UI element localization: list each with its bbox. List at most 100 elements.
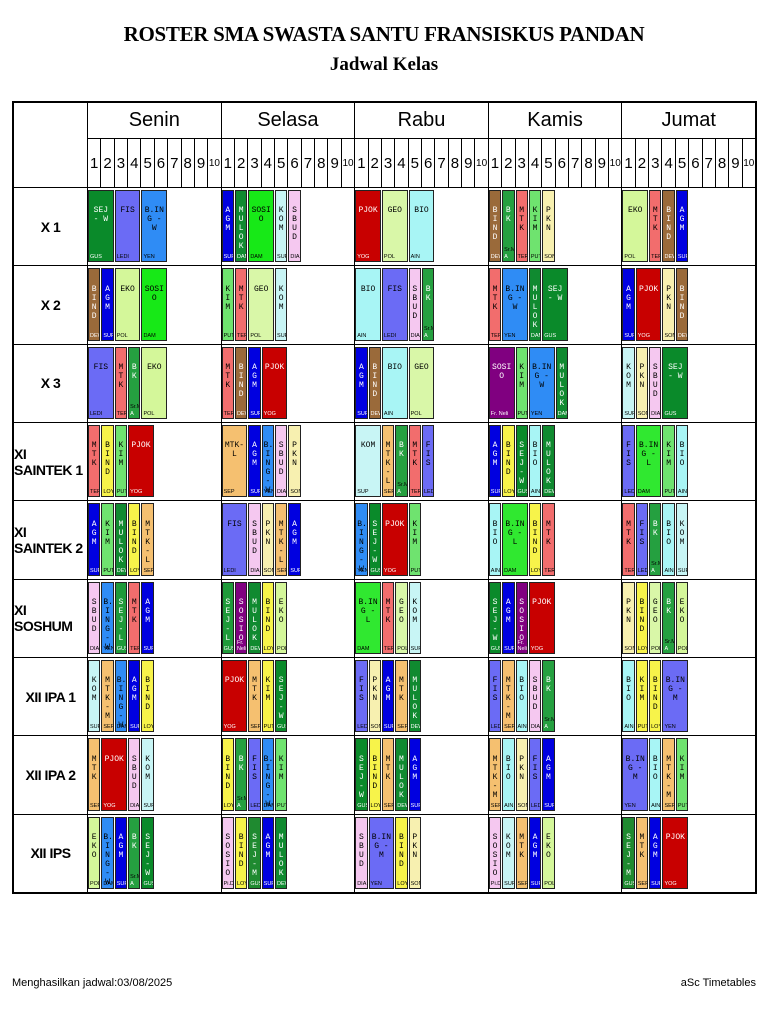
lesson-cell[interactable]: B.ING - W YEN bbox=[261, 425, 275, 498]
lesson-cell[interactable]: MTK-M SEP bbox=[662, 738, 675, 811]
lesson-cell[interactable]: BIND LOY bbox=[221, 738, 234, 811]
lesson-cell[interactable]: MTK TER bbox=[649, 190, 662, 263]
lesson-cell[interactable]: KOM SUP bbox=[622, 346, 635, 419]
lesson-cell[interactable]: MTK-L SEP bbox=[275, 503, 288, 576]
lesson-cell[interactable]: MTK TER bbox=[234, 268, 248, 341]
lesson-cell[interactable]: KOM SUP bbox=[141, 738, 154, 811]
lesson-cell[interactable]: PJOK YOG bbox=[635, 268, 662, 341]
lesson-cell[interactable]: AGM SUP bbox=[221, 190, 234, 263]
lesson-cell[interactable]: BK Sr.M A bbox=[502, 190, 515, 263]
lesson-cell[interactable]: MULOKDEW bbox=[114, 503, 128, 576]
lesson-cell[interactable]: B.ING - W YEN bbox=[355, 503, 368, 576]
lesson-cell[interactable]: MTK TER bbox=[488, 268, 502, 341]
lesson-cell[interactable]: MULOKDEW bbox=[248, 581, 261, 654]
lesson-cell[interactable]: SBUD DIA bbox=[248, 503, 261, 576]
lesson-cell[interactable]: BIO AIN bbox=[488, 503, 502, 576]
lesson-cell[interactable]: PKN SON bbox=[622, 581, 635, 654]
lesson-cell[interactable]: BK Sr.M A bbox=[422, 268, 435, 341]
lesson-cell[interactable]: MTK SEP bbox=[395, 660, 408, 733]
lesson-cell[interactable]: SBUD DIA bbox=[528, 660, 542, 733]
lesson-cell[interactable]: B.ING - WDAM bbox=[101, 816, 114, 889]
lesson-cell[interactable]: GEO POL bbox=[395, 581, 408, 654]
lesson-cell[interactable]: SBUD DIA bbox=[275, 425, 288, 498]
lesson-cell[interactable]: GEO POL bbox=[248, 268, 275, 341]
lesson-cell[interactable]: MTK-M SEP bbox=[101, 660, 114, 733]
lesson-cell[interactable]: AGM SUP bbox=[355, 346, 368, 419]
lesson-cell[interactable]: PJOK YOG bbox=[355, 190, 381, 263]
lesson-cell[interactable]: B.ING - M YEN bbox=[662, 660, 689, 733]
lesson-cell[interactable]: AGM SUP bbox=[114, 816, 128, 889]
lesson-cell[interactable]: MULOKDEW bbox=[542, 425, 555, 498]
lesson-cell[interactable]: MTK-L SEP bbox=[141, 503, 154, 576]
lesson-cell[interactable]: BK Sr.M A bbox=[649, 503, 662, 576]
lesson-cell[interactable]: KIM PUT bbox=[515, 346, 528, 419]
lesson-cell[interactable]: EKO POL bbox=[141, 346, 168, 419]
lesson-cell[interactable]: BIND DEW bbox=[368, 346, 381, 419]
lesson-cell[interactable]: BIND LOY bbox=[635, 581, 649, 654]
lesson-cell[interactable]: KIM PUT bbox=[221, 268, 234, 341]
lesson-cell[interactable]: KIM PUT bbox=[275, 738, 288, 811]
lesson-cell[interactable]: MTK SEP bbox=[635, 816, 649, 889]
lesson-cell[interactable]: BIND DEW bbox=[662, 190, 675, 263]
lesson-cell[interactable]: MTK TER bbox=[542, 503, 555, 576]
lesson-cell[interactable]: EKO POL bbox=[675, 581, 689, 654]
lesson-cell[interactable]: B.ING - W YEN bbox=[141, 190, 168, 263]
lesson-cell[interactable]: KIM PUT bbox=[114, 425, 128, 498]
lesson-cell[interactable]: AGM SUP bbox=[649, 816, 662, 889]
lesson-cell[interactable]: B.ING - W YEN bbox=[528, 346, 555, 419]
lesson-cell[interactable]: B.ING - L DAM bbox=[502, 503, 528, 576]
lesson-cell[interactable]: SBUD DIA bbox=[408, 268, 421, 341]
lesson-cell[interactable]: BK Sr.M A bbox=[128, 816, 141, 889]
lesson-cell[interactable]: PJOK YOG bbox=[528, 581, 555, 654]
lesson-cell[interactable]: BK Sr.M A bbox=[395, 425, 408, 498]
lesson-cell[interactable]: MTK TER bbox=[408, 425, 421, 498]
lesson-cell[interactable]: BK Sr.M A bbox=[234, 738, 248, 811]
lesson-cell[interactable]: BIO AIN bbox=[649, 738, 662, 811]
lesson-cell[interactable]: BK Sr.M A bbox=[662, 581, 675, 654]
lesson-cell[interactable]: BIND LOY bbox=[101, 425, 114, 498]
lesson-cell[interactable]: FIS LEDI bbox=[528, 738, 542, 811]
lesson-cell[interactable]: MTK SEP bbox=[515, 816, 528, 889]
lesson-cell[interactable]: AGM SUP bbox=[381, 660, 395, 733]
lesson-cell[interactable]: FIS LEDI bbox=[635, 503, 649, 576]
lesson-cell[interactable]: BIND LOY bbox=[395, 816, 408, 889]
lesson-cell[interactable]: SBUD DIA bbox=[128, 738, 141, 811]
lesson-cell[interactable]: BIND LOY bbox=[528, 503, 542, 576]
lesson-cell[interactable]: EKO POL bbox=[114, 268, 141, 341]
lesson-cell[interactable]: AGM SUP bbox=[101, 268, 114, 341]
lesson-cell[interactable]: BIND DEW bbox=[675, 268, 689, 341]
lesson-cell[interactable]: BIND DEW bbox=[234, 346, 248, 419]
lesson-cell[interactable]: AGM SUP bbox=[141, 581, 154, 654]
lesson-cell[interactable]: AGM SUP bbox=[488, 425, 502, 498]
lesson-cell[interactable]: SEJ - MGUS bbox=[248, 816, 261, 889]
lesson-cell[interactable]: MULOKDEW bbox=[275, 816, 288, 889]
lesson-cell[interactable]: FIS LEDI bbox=[248, 738, 261, 811]
lesson-cell[interactable]: BIND LOY bbox=[368, 738, 381, 811]
lesson-cell[interactable]: KIM PUT bbox=[408, 503, 421, 576]
lesson-cell[interactable]: FIS LEDI bbox=[622, 425, 635, 498]
lesson-cell[interactable]: KOM SUP bbox=[408, 581, 421, 654]
lesson-cell[interactable]: MTK SEP bbox=[381, 738, 395, 811]
lesson-cell[interactable]: PKN SON bbox=[288, 425, 301, 498]
lesson-cell[interactable]: AGM SUP bbox=[261, 816, 275, 889]
lesson-cell[interactable]: MTK TER bbox=[381, 581, 395, 654]
lesson-cell[interactable]: BIND LOY bbox=[141, 660, 154, 733]
lesson-cell[interactable]: PKN SON bbox=[368, 660, 381, 733]
lesson-cell[interactable]: KIM PUT bbox=[261, 660, 275, 733]
lesson-cell[interactable]: AGM SUP bbox=[408, 738, 421, 811]
lesson-cell[interactable]: KOM SUP bbox=[675, 503, 689, 576]
lesson-cell[interactable]: FIS LEDI bbox=[355, 660, 368, 733]
lesson-cell[interactable]: B.ING - WDAM bbox=[114, 660, 128, 733]
lesson-cell[interactable]: KOM SUP bbox=[275, 190, 288, 263]
lesson-cell[interactable]: GEO POL bbox=[381, 190, 408, 263]
lesson-cell[interactable]: AGM SUP bbox=[128, 660, 141, 733]
lesson-cell[interactable]: PJOK YOG bbox=[128, 425, 154, 498]
lesson-cell[interactable]: BIND LOY bbox=[502, 425, 515, 498]
lesson-cell[interactable]: PKN SON bbox=[261, 503, 275, 576]
